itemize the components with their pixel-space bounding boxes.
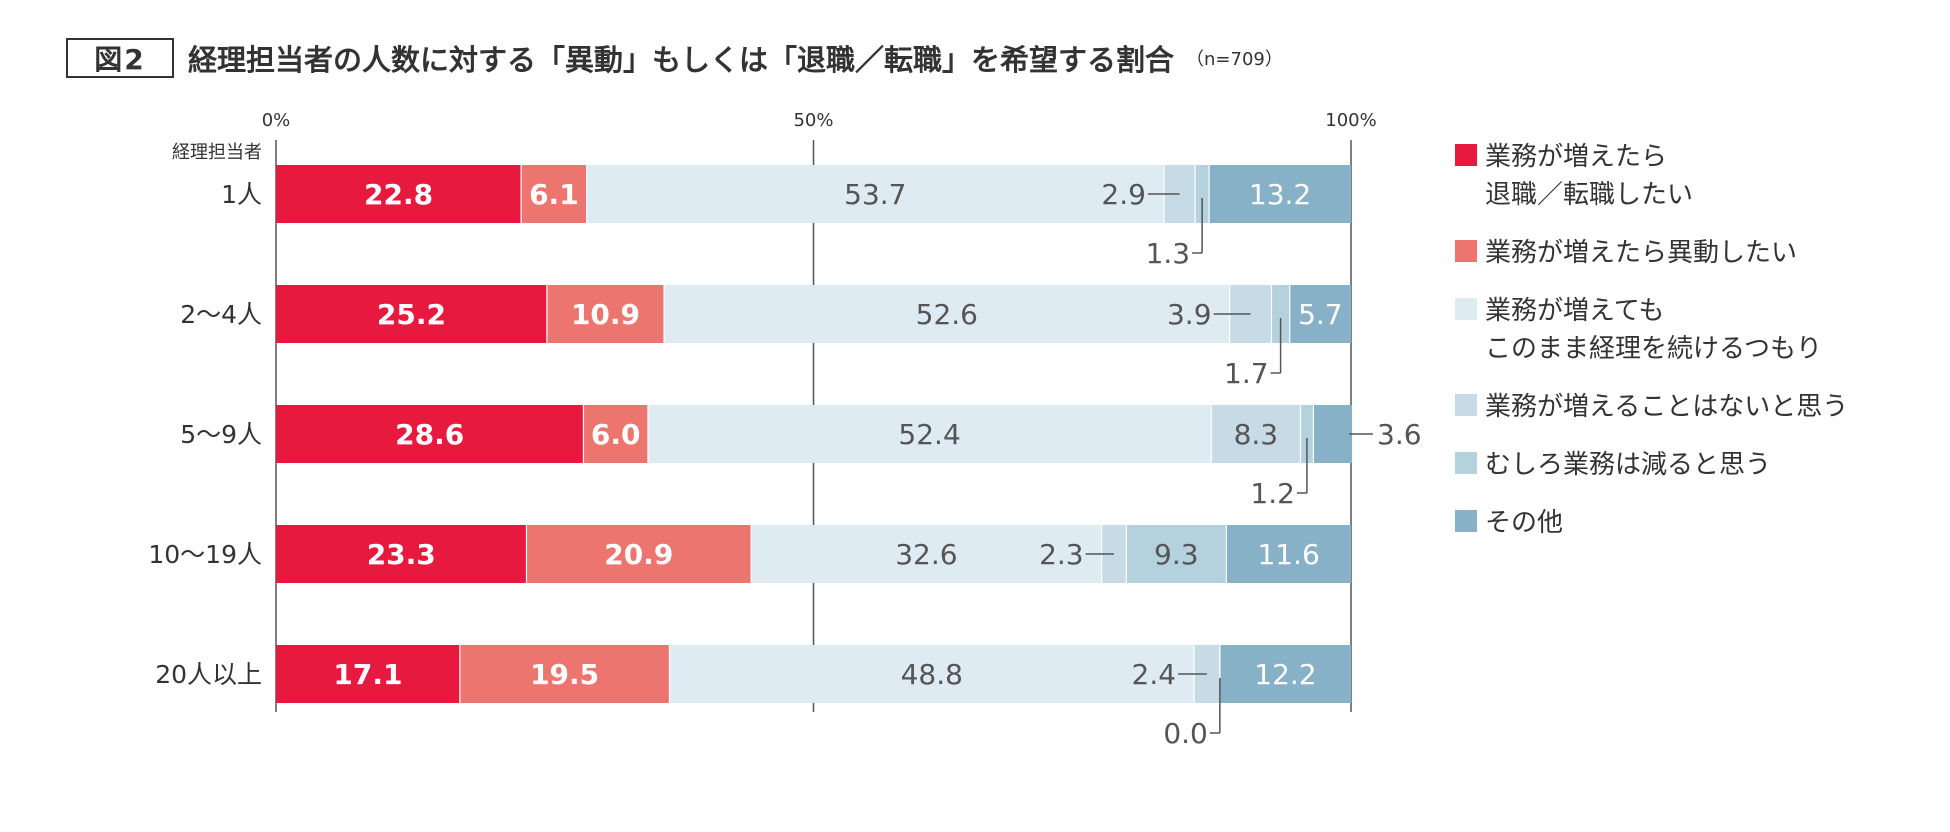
- category-label: 20人以上: [155, 660, 262, 689]
- data-label: 48.8: [901, 658, 963, 691]
- data-label: 20.9: [604, 538, 673, 571]
- legend-item: 業務が増えたら 退職／転職したい: [1455, 138, 1915, 214]
- x-tick-label: 100%: [1325, 110, 1376, 131]
- legend-item: その他: [1455, 504, 1915, 542]
- legend-swatch: [1455, 298, 1477, 320]
- sample-size-note: （n=709）: [1186, 49, 1283, 70]
- data-label: 13.2: [1249, 178, 1311, 211]
- data-label: 10.9: [571, 298, 640, 331]
- data-label: 6.1: [529, 178, 579, 211]
- data-label: 6.0: [591, 418, 641, 451]
- data-label: 1.7: [1224, 357, 1269, 390]
- data-label: 28.6: [395, 418, 464, 451]
- data-label: 8.3: [1234, 418, 1279, 451]
- data-label: 17.1: [333, 658, 402, 691]
- bar-segment: [276, 525, 527, 583]
- data-label: 19.5: [530, 658, 599, 691]
- data-label: 3.9: [1167, 298, 1212, 331]
- data-label: 52.6: [916, 298, 978, 331]
- data-label: 53.7: [844, 178, 906, 211]
- data-label: 12.2: [1254, 658, 1316, 691]
- legend-swatch: [1455, 394, 1477, 416]
- bar-segment: [276, 405, 584, 463]
- legend-swatch: [1455, 452, 1477, 474]
- bar-segment: [1300, 405, 1314, 463]
- x-tick-label: 50%: [793, 110, 833, 131]
- data-label: 1.2: [1250, 477, 1295, 510]
- bar-segment: [521, 165, 587, 223]
- bar-segment: [276, 645, 460, 703]
- legend-label: 業務が増えても このまま経理を続けるつもり: [1485, 296, 1822, 364]
- bar-segment: [276, 285, 547, 343]
- data-label: 11.6: [1257, 538, 1319, 571]
- bar-segment: [664, 285, 1230, 343]
- bar-segment: [583, 405, 648, 463]
- legend-swatch: [1455, 240, 1477, 262]
- bar-segment: [586, 165, 1164, 223]
- category-label: 10〜19人: [148, 540, 262, 569]
- data-label: 22.8: [364, 178, 433, 211]
- data-label: 23.3: [367, 538, 436, 571]
- legend-label: 業務が増えたら 退職／転職したい: [1485, 142, 1694, 210]
- legend-swatch: [1455, 510, 1477, 532]
- legend-label: その他: [1485, 508, 1564, 538]
- data-label: 9.3: [1154, 538, 1199, 571]
- bar-segment: [276, 165, 522, 223]
- legend-item: 業務が増えても このまま経理を続けるつもり: [1455, 292, 1915, 368]
- bar-segment: [1226, 525, 1351, 583]
- legend-item: むしろ業務は減ると思う: [1455, 446, 1915, 484]
- data-label: 2.4: [1132, 658, 1177, 691]
- chart-title: 経理担当者の人数に対する「異動」もしくは「退職／転職」を希望する割合: [188, 43, 1175, 77]
- figure-label: 図2: [66, 38, 174, 78]
- chart-legend: 業務が増えたら 退職／転職したい業務が増えたら異動したい業務が増えても このまま…: [1455, 138, 1915, 562]
- data-label: 25.2: [377, 298, 446, 331]
- data-label: 52.4: [898, 418, 960, 451]
- bar-segment: [669, 645, 1195, 703]
- bar-segment: [1195, 165, 1210, 223]
- category-label: 1人: [221, 180, 262, 209]
- bar-segment: [459, 645, 670, 703]
- data-label: 0.0: [1163, 717, 1208, 750]
- legend-swatch: [1455, 144, 1477, 166]
- legend-item: 業務が増えることはないと思う: [1455, 388, 1915, 426]
- data-label: 3.6: [1377, 418, 1422, 451]
- bar-segment: [1209, 165, 1351, 223]
- data-label: 2.9: [1101, 178, 1146, 211]
- x-tick-label: 0%: [262, 110, 291, 131]
- data-label: 5.7: [1298, 298, 1343, 331]
- category-label: 5〜9人: [180, 420, 262, 449]
- bar-segment: [1211, 405, 1301, 463]
- bar-segment: [1289, 285, 1351, 343]
- bar-segment: [1271, 285, 1290, 343]
- y-axis-title: 経理担当者: [172, 142, 262, 163]
- bar-segment: [751, 525, 1102, 583]
- bar-segment: [1219, 645, 1351, 703]
- category-label: 2〜4人: [180, 300, 262, 329]
- data-label: 32.6: [895, 538, 957, 571]
- chart-header: 図2 経理担当者の人数に対する「異動」もしくは「退職／転職」を希望する割合 （n…: [66, 36, 1283, 80]
- data-label: 2.3: [1039, 538, 1084, 571]
- data-label: 1.3: [1146, 237, 1191, 270]
- legend-label: 業務が増えたら異動したい: [1485, 238, 1798, 268]
- legend-label: むしろ業務は減ると思う: [1485, 450, 1772, 480]
- bar-segment: [1126, 525, 1227, 583]
- legend-item: 業務が増えたら異動したい: [1455, 234, 1915, 272]
- bar-segment: [647, 405, 1212, 463]
- bar-segment: [546, 285, 665, 343]
- bar-segment: [1313, 405, 1353, 463]
- bar-segment: [526, 525, 752, 583]
- legend-label: 業務が増えることはないと思う: [1485, 392, 1849, 422]
